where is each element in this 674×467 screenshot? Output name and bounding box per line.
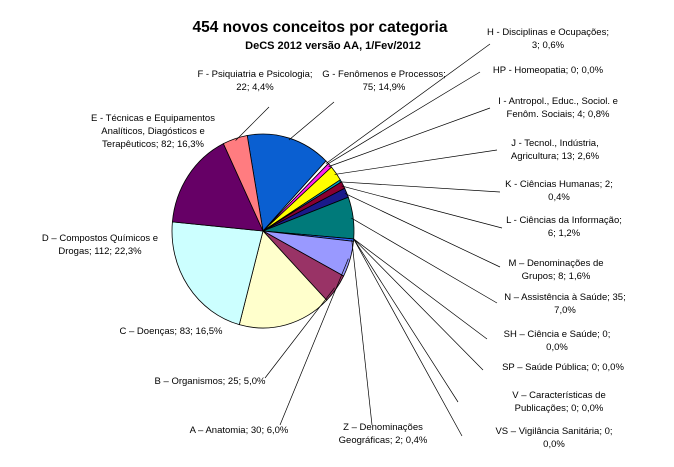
slice-label-line: Drogas; 112; 22,3% (58, 246, 142, 257)
leader-line-i (328, 107, 491, 167)
slice-label-line: 0,4% (548, 192, 570, 203)
slice-label-line: Terapêuticos; 82; 16,3% (102, 139, 204, 150)
slice-label-l: L - Ciências da Informação; 6; 1,2% (506, 215, 622, 239)
leader-line-j (334, 149, 498, 175)
slice-label-line: C – Doenças; 83; 16,5% (120, 326, 224, 337)
slice-label-line: 6; 1,2% (548, 228, 581, 239)
slice-labels: G - Fenômenos e Processos; 75; 14,9% H - D… (42, 27, 626, 450)
slice-label-line: I - Antropol., Educ., Sociol. e (498, 96, 618, 107)
leader-line-sp (353, 238, 484, 371)
slice-label-line: F - Psiquiatria e Psicologia; (197, 69, 312, 80)
slice-label-line: D – Compostos Químicos e (42, 233, 158, 244)
slice-label-k: K - Ciências Humanas; 2; 0,4% (505, 179, 613, 203)
slice-label-line: 3; 0,6% (532, 40, 565, 51)
slice-label-line: E - Técnicas e Equipamentos (91, 113, 215, 124)
leader-line-b (264, 287, 335, 379)
slice-label-n: N – Assistência à Saúde; 35; 7,0% (504, 292, 625, 316)
leader-line-z (351, 239, 373, 426)
slice-label-line: G - Fenômenos e Processos; (322, 69, 446, 80)
slice-label-j: J - Tecnol., Indústria, Agricultura; 13; … (511, 138, 600, 162)
slice-label-vs: VS – Vigilância Sanitária; 0; 0,0% (495, 426, 612, 450)
pie-slices (171, 133, 355, 329)
pie-slice-d (171, 221, 264, 326)
slice-label-line: A – Anatomia; 30; 6,0% (190, 425, 289, 436)
pie-slice-g (246, 133, 327, 232)
slice-label-line: V – Características de (512, 390, 605, 401)
leader-line-f (235, 106, 270, 141)
chart-title: 454 novos conceitos por categoria (193, 19, 448, 36)
slice-label-g: G - Fenômenos e Processos; 75; 14,9% (322, 69, 446, 93)
slice-label-line: L - Ciências da Informação; (506, 215, 622, 226)
slice-label-hp: HP - Homeopatia; 0; 0,0% (493, 65, 604, 76)
slice-label-line: SP – Saúde Pública; 0; 0,0% (502, 362, 624, 373)
slice-label-line: H - Disciplinas e Ocupações; (487, 27, 609, 38)
slice-label-sh: SH – Ciência e Saúde; 0; 0,0% (504, 329, 611, 353)
slice-label-line: Agricultura; 13; 2,6% (511, 151, 600, 162)
slice-label-line: VS – Vigilância Sanitária; 0; (495, 426, 612, 437)
slice-label-line: Analíticos, Diagósticos e (101, 126, 205, 137)
slice-label-line: 22; 4,4% (236, 82, 274, 93)
leader-line-l (341, 185, 503, 229)
leader-line-sh (353, 238, 488, 340)
slice-label-line: Grupos; 8; 1,6% (522, 271, 591, 282)
slice-label-d: D – Compostos Químicos e Drogas; 112; 22,… (42, 233, 158, 257)
leader-line-a (279, 258, 349, 426)
slice-label-f: F - Psiquiatria e Psicologia; 22; 4,4% (197, 69, 312, 93)
slice-label-h: H - Disciplinas e Ocupações; 3; 0,6% (487, 27, 609, 51)
leader-line-g (288, 101, 335, 141)
slice-label-line: Geográficas; 2; 0,4% (339, 435, 428, 446)
slice-label-line: K - Ciências Humanas; 2; (505, 179, 613, 190)
slice-label-e: E - Técnicas e Equipamentos Analíticos, D… (91, 113, 215, 150)
leader-line-m (344, 193, 501, 268)
slice-label-a: A – Anatomia; 30; 6,0% (190, 425, 289, 436)
slice-label-sp: SP – Saúde Pública; 0; 0,0% (502, 362, 624, 373)
slice-label-line: 0,0% (546, 342, 568, 353)
slice-label-i: I - Antropol., Educ., Sociol. e Fenôm. So… (498, 96, 618, 120)
leader-line-vs (353, 238, 463, 437)
pie-slice-e (171, 143, 264, 232)
slice-label-line: HP - Homeopatia; 0; 0,0% (493, 65, 604, 76)
leader-line-n (351, 217, 498, 304)
leader-lines (235, 43, 503, 437)
slice-label-line: N – Assistência à Saúde; 35; (504, 292, 625, 303)
slice-label-m: M – Denominações de Grupos; 8; 1,6% (508, 258, 603, 282)
slice-label-line: 75; 14,9% (363, 82, 406, 93)
slice-label-line: 7,0% (554, 305, 576, 316)
chart-subtitle: DeCS 2012 versão AA, 1/Fev/2012 (245, 40, 421, 52)
slice-label-line: 0,0% (543, 439, 565, 450)
slice-label-z: Z – Denominações Geográficas; 2; 0,4% (339, 422, 428, 446)
slice-label-line: Z – Denominações (343, 422, 423, 433)
slice-label-line: J - Tecnol., Indústria, (511, 138, 598, 149)
pie-slice-c (238, 230, 328, 329)
slice-label-v: V – Características de Publicações; 0; 0,… (512, 390, 605, 414)
pie-slice-f (222, 135, 264, 232)
slice-label-line: M – Denominações de (508, 258, 603, 269)
slice-label-c: C – Doenças; 83; 16,5% (120, 326, 224, 337)
leader-line-h (325, 43, 491, 164)
leader-line-k (339, 181, 501, 193)
slice-label-b: B – Organismos; 25; 5,0% (155, 376, 266, 387)
slice-label-line: Fenôm. Sociais; 4; 0,8% (507, 109, 611, 120)
slice-label-line: Publicações; 0; 0,0% (515, 403, 604, 414)
slice-label-line: B – Organismos; 25; 5,0% (155, 376, 266, 387)
slice-label-line: SH – Ciência e Saúde; 0; (504, 329, 611, 340)
leader-line-v (353, 238, 459, 403)
leader-line-hp (328, 71, 481, 164)
